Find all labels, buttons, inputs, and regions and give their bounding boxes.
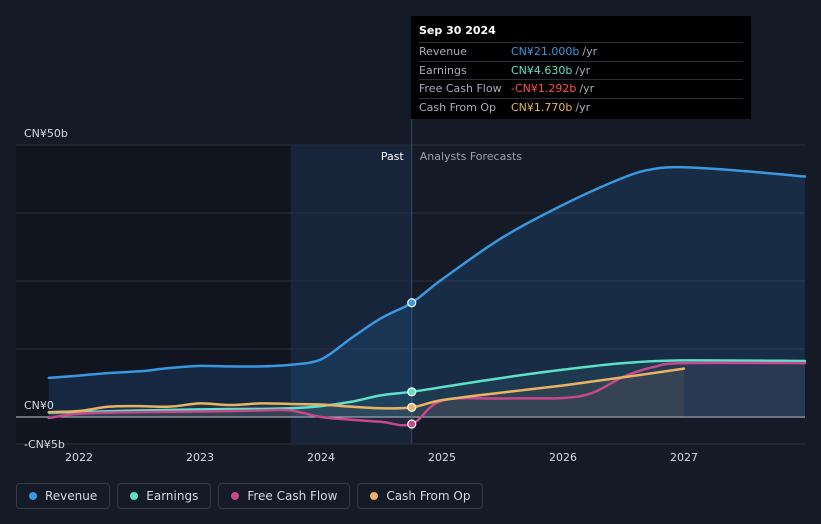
tooltip-label: Earnings xyxy=(419,63,467,77)
tooltip-label: Cash From Op xyxy=(419,100,497,114)
forecast-label: Analysts Forecasts xyxy=(420,150,523,163)
revenue-marker xyxy=(407,298,417,308)
tooltip-row-free-cash-flow: Free Cash Flow -CN¥1.292b /yr xyxy=(419,79,743,98)
x-tick-label: 2023 xyxy=(186,451,214,464)
free-cash-flow-dot-icon xyxy=(231,492,240,500)
legend-item-free-cash-flow[interactable]: Free Cash Flow xyxy=(218,483,351,509)
cash-from-op-marker xyxy=(407,402,417,412)
revenue-line xyxy=(47,165,807,380)
chart-background xyxy=(16,145,412,443)
earnings-marker xyxy=(407,387,417,397)
tooltip-unit: /yr xyxy=(579,82,595,95)
x-tick-label: 2022 xyxy=(65,451,93,464)
tooltip-unit: /yr xyxy=(582,45,598,58)
legend-item-revenue[interactable]: Revenue xyxy=(16,483,111,509)
tooltip-value: CN¥21.000b xyxy=(511,45,580,58)
y-tick-label: CN¥0 xyxy=(24,399,54,412)
y-tick-label: CN¥50b xyxy=(24,127,68,140)
free-cash-flow-line xyxy=(47,361,807,427)
x-tick-label: 2026 xyxy=(549,451,577,464)
legend-label: Cash From Op xyxy=(386,489,471,503)
area-1 xyxy=(48,360,805,417)
free-cash-flow-marker xyxy=(407,419,417,429)
tooltip-label: Free Cash Flow xyxy=(419,82,502,95)
tooltip-value: CN¥1.770b xyxy=(511,100,573,114)
legend-item-earnings[interactable]: Earnings xyxy=(117,483,212,509)
area-2 xyxy=(48,362,805,426)
x-tick-label: 2024 xyxy=(307,451,335,464)
legend-label: Free Cash Flow xyxy=(247,489,338,503)
tooltip-row-revenue: Revenue CN¥21.000b /yr xyxy=(419,42,743,61)
legend: Revenue Earnings Free Cash Flow Cash Fro… xyxy=(16,483,484,511)
earnings-dot-icon xyxy=(130,492,139,500)
x-tick-label: 2027 xyxy=(670,451,698,464)
legend-label: Revenue xyxy=(45,489,98,503)
x-tick-label: 2025 xyxy=(428,451,456,464)
legend-item-cash-from-op[interactable]: Cash From Op xyxy=(357,483,484,509)
gridlines xyxy=(16,16,805,445)
earnings-line xyxy=(47,359,807,414)
tooltip-row-cash-from-op: Cash From Op CN¥1.770b /yr xyxy=(419,97,743,117)
tooltip-label: Revenue xyxy=(419,45,467,58)
past-label: Past xyxy=(381,150,405,163)
cash-from-op-line xyxy=(47,367,686,414)
chart-markers xyxy=(407,298,417,429)
tooltip-unit: /yr xyxy=(575,100,591,114)
tooltip-row-earnings: Earnings CN¥4.630b /yr xyxy=(419,60,743,80)
cash-from-op-dot-icon xyxy=(370,492,379,500)
tooltip-value: -CN¥1.292b xyxy=(511,82,577,95)
tooltip: Sep 30 2024 Revenue CN¥21.000b /yr Earni… xyxy=(411,16,751,119)
tooltip-date: Sep 30 2024 xyxy=(419,24,496,37)
legend-label: Earnings xyxy=(146,489,199,503)
area-3 xyxy=(48,368,684,417)
y-tick-label: -CN¥5b xyxy=(24,438,65,451)
revenue-dot-icon xyxy=(29,492,37,500)
chart-lines xyxy=(47,165,807,427)
tooltip-value: CN¥4.630b xyxy=(511,63,573,77)
tooltip-unit: /yr xyxy=(575,63,591,77)
